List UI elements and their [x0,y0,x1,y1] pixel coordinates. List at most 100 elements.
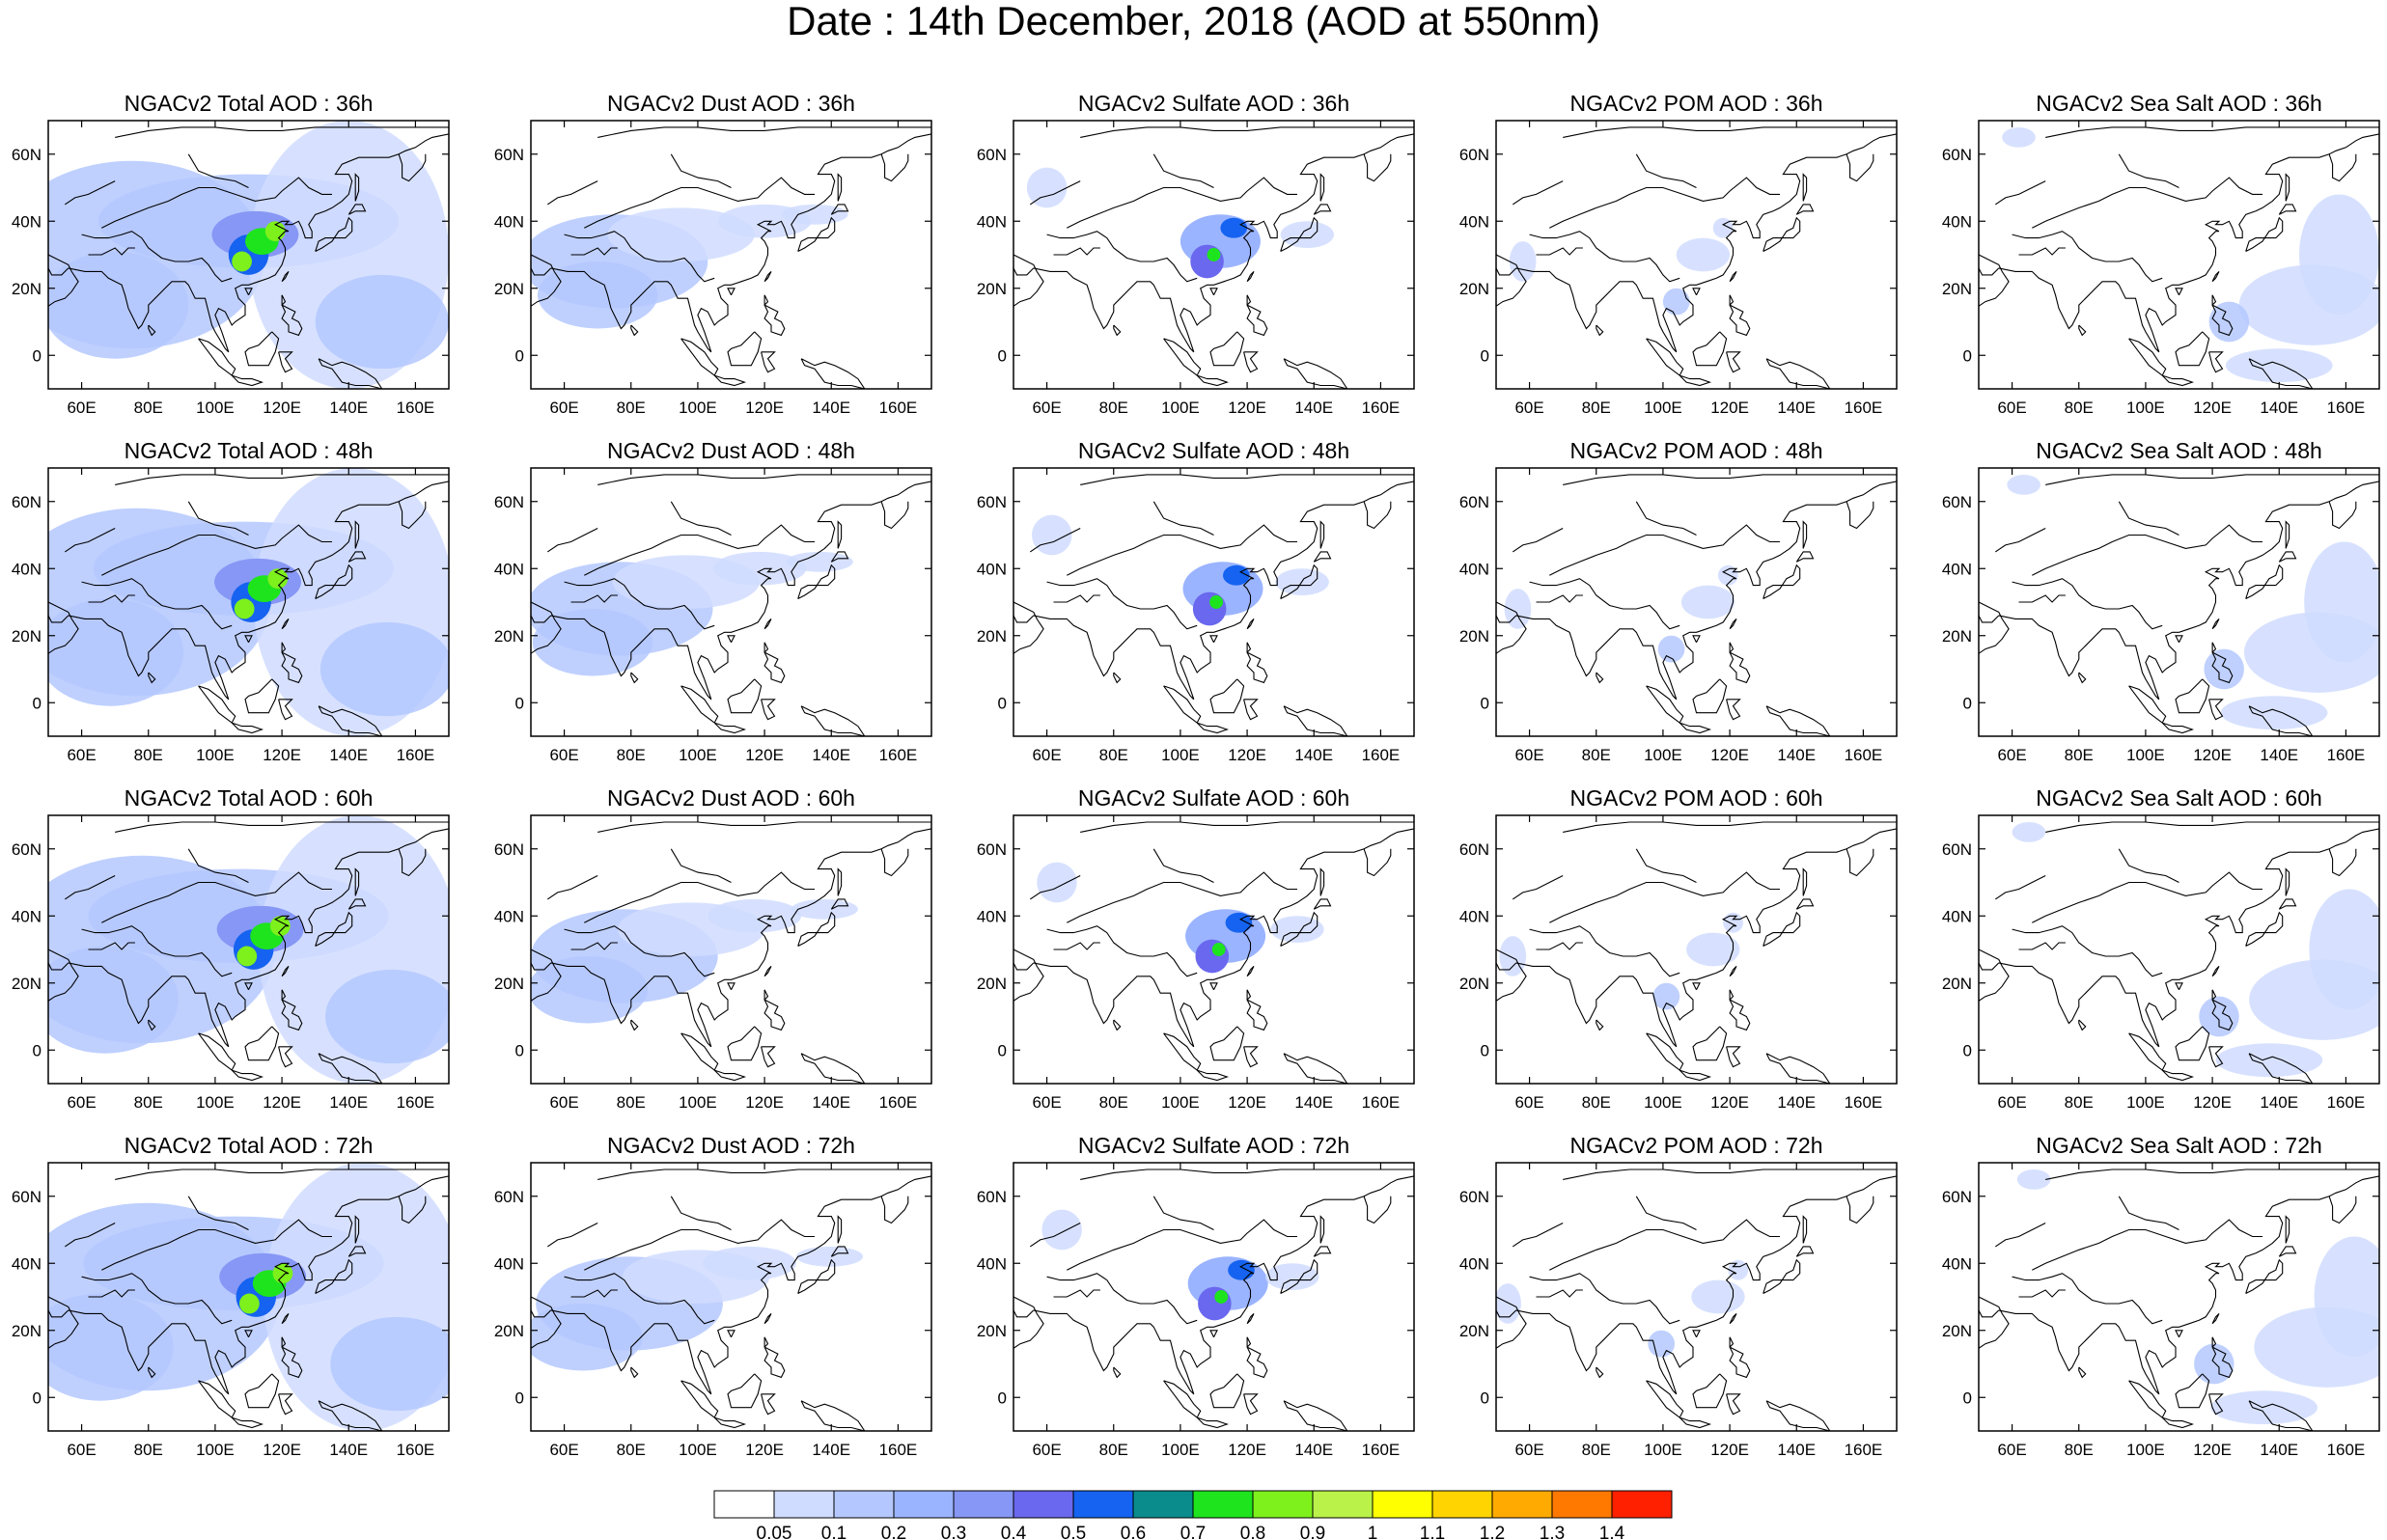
coastline [148,1019,156,1031]
coastline [761,1393,776,1416]
coastline [1496,601,1517,623]
x-tick-label: 140E [2260,399,2298,417]
coastline [1692,331,1728,367]
y-tick-label: 20N [494,280,524,298]
y-tick-label: 40N [1459,560,1489,578]
coastline [187,501,249,536]
coastline [1692,635,1701,643]
colorbar-label: 0.8 [1240,1524,1265,1540]
coastline [2032,177,2262,229]
coastline [1529,925,1680,977]
coastline [2045,1169,2379,1180]
panel-title: NGACv2 Sea Salt AOD : 48h [2036,438,2322,463]
coastline [1596,1019,1604,1031]
map-panel-sulfate-60h: 60E 80E 100E 120E 140E 160E 60N 40N 20N 0 NGACv2 S… [977,785,1415,1112]
coastline [2285,520,2290,549]
y-tick-label: 20N [12,627,42,646]
coastline [1163,338,1202,376]
coastline [187,1196,249,1230]
panel-title: NGACv2 Dust AOD : 48h [607,438,855,463]
x-tick-label: 160E [879,1093,918,1112]
coastline [1979,254,2000,276]
aod-blob [1223,564,1250,586]
coastline [761,351,776,373]
coastline [1496,949,1517,971]
coastline [1994,1223,2046,1248]
aod-field [48,121,449,389]
aod-blob [2309,889,2379,1010]
aod-blob [325,969,449,1064]
coastline [101,524,332,576]
coastline [1563,474,1897,485]
x-tick-label: 60E [67,1441,96,1459]
coastline [1280,564,1318,599]
x-tick-label: 60E [1997,1093,2026,1112]
y-tick-label: 40N [977,1254,1007,1273]
coastline [244,288,253,295]
coastline [1646,1032,1684,1071]
coastline [1209,678,1245,714]
coastline [1635,848,1697,883]
colorbar-swatch [833,1490,895,1519]
x-tick-label: 100E [196,746,235,764]
coastline [550,481,931,701]
y-tick-label: 0 [515,1041,524,1059]
coastline [584,524,815,576]
coastline [1646,338,1684,376]
coastline [1246,294,1268,337]
coastline [48,1296,69,1318]
y-tick-label: 20N [977,975,1007,993]
x-tick-label: 160E [2327,399,2366,417]
x-tick-label: 120E [1228,399,1266,417]
x-tick-label: 80E [2065,1441,2094,1459]
x-tick-label: 120E [1228,1441,1266,1459]
coastline [727,1373,763,1409]
y-tick-label: 20N [977,1322,1007,1340]
coastline [1549,524,1780,576]
x-tick-label: 120E [263,746,301,764]
aod-blob [1265,1263,1319,1291]
colorbar-label: 0.2 [881,1524,906,1540]
coastline [1729,989,1751,1031]
coastline [1765,705,1831,736]
coastline [1765,358,1831,389]
y-tick-label: 40N [977,212,1007,231]
coastline [2211,642,2234,684]
coastline [281,294,303,337]
map-frame [1013,1162,1415,1432]
y-tick-label: 60N [1459,840,1489,859]
colorbar-swatch [1252,1490,1314,1519]
coastline [1319,173,1325,202]
coastline [278,1046,293,1068]
coastline [546,180,598,206]
coastline [2278,898,2297,910]
coastline [1679,1069,1712,1082]
coastline [1515,133,1897,353]
coastline [318,705,383,736]
coastline [2078,1366,2087,1379]
coastline [2118,153,2179,188]
coastline [1726,1046,1741,1068]
coastline [1596,324,1604,337]
aod-blob [1220,217,1248,238]
x-tick-label: 100E [1644,1093,1682,1112]
y-tick-label: 60N [1942,493,1972,511]
x-tick-label: 100E [1161,1093,1200,1112]
y-tick-label: 60N [977,840,1007,859]
map-panel-seasalt-72h: 60E 80E 100E 120E 140E 160E 60N 40N 20N 0 NGACv2 S… [1942,1133,2380,1459]
coastline [2128,338,2167,376]
y-tick-label: 60N [494,1188,524,1206]
coastline [2161,374,2195,387]
coastline [244,1026,280,1061]
coastline [1692,678,1728,714]
coastline [1313,204,1332,215]
x-tick-label: 60E [1514,399,1543,417]
map-panel-sulfate-72h: 60E 80E 100E 120E 140E 160E 60N 40N 20N 0 NGACv2 S… [977,1133,1415,1459]
coastline [800,705,866,736]
coastline [800,1400,866,1431]
coastline [1515,481,1897,701]
x-tick-label: 80E [134,1441,163,1459]
coastline [531,254,552,276]
coastlines [531,126,931,389]
